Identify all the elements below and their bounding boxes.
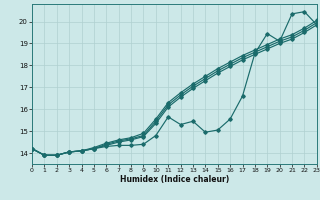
- X-axis label: Humidex (Indice chaleur): Humidex (Indice chaleur): [120, 175, 229, 184]
